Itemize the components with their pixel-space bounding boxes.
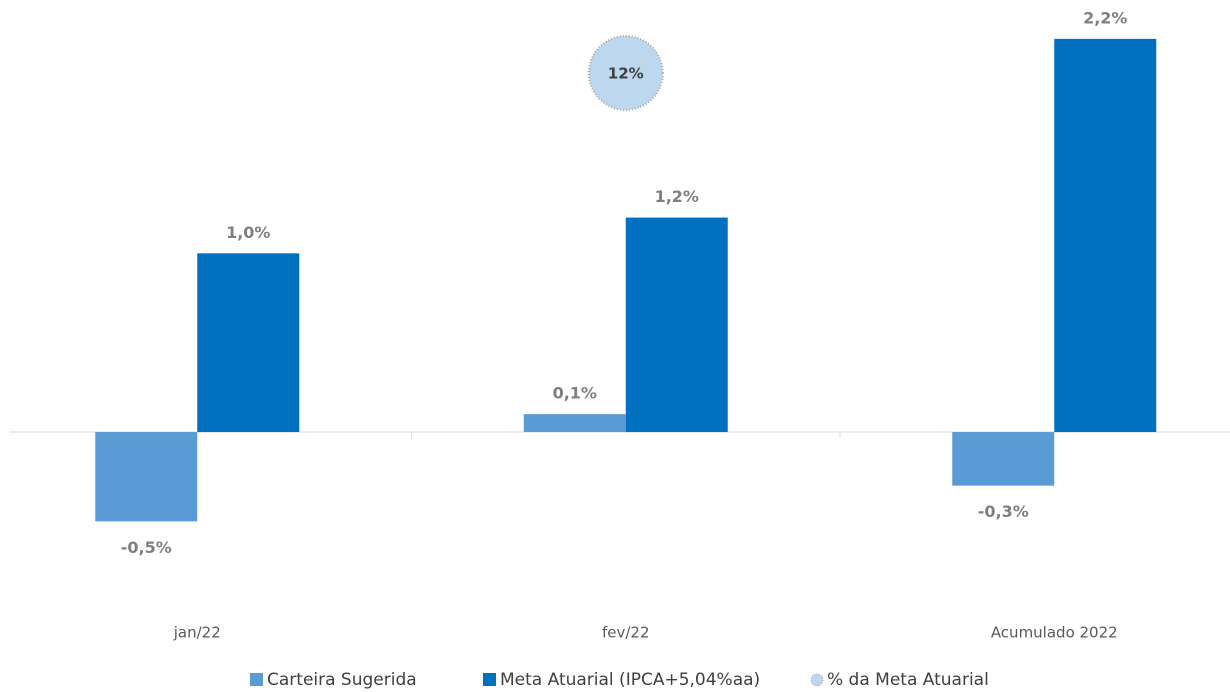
legend-label: Carteira Sugerida <box>267 670 417 690</box>
legend-swatch <box>810 673 824 687</box>
x-tick-label: jan/22 <box>173 624 221 642</box>
legend-swatch <box>250 673 263 686</box>
bar <box>197 253 300 433</box>
x-tick-label: Acumulado 2022 <box>991 624 1118 642</box>
bubble-label: 12% <box>608 65 644 83</box>
bar <box>1054 38 1157 433</box>
value-label: 0,1% <box>553 384 597 403</box>
value-label: -0,3% <box>978 502 1029 521</box>
bar <box>952 432 1055 486</box>
bar <box>95 432 198 522</box>
bubble <box>587 35 664 111</box>
value-label: 2,2% <box>1083 8 1127 27</box>
legend-label: % da Meta Atuarial <box>827 670 989 690</box>
value-label: 1,0% <box>226 223 270 242</box>
value-label: -0,5% <box>121 538 172 557</box>
bar <box>625 217 728 433</box>
legend-swatch <box>483 673 496 686</box>
value-label: 1,2% <box>655 187 699 206</box>
x-tick-label: fev/22 <box>602 624 650 642</box>
bar <box>523 414 626 433</box>
legend-label: Meta Atuarial (IPCA+5,04%aa) <box>500 670 760 690</box>
